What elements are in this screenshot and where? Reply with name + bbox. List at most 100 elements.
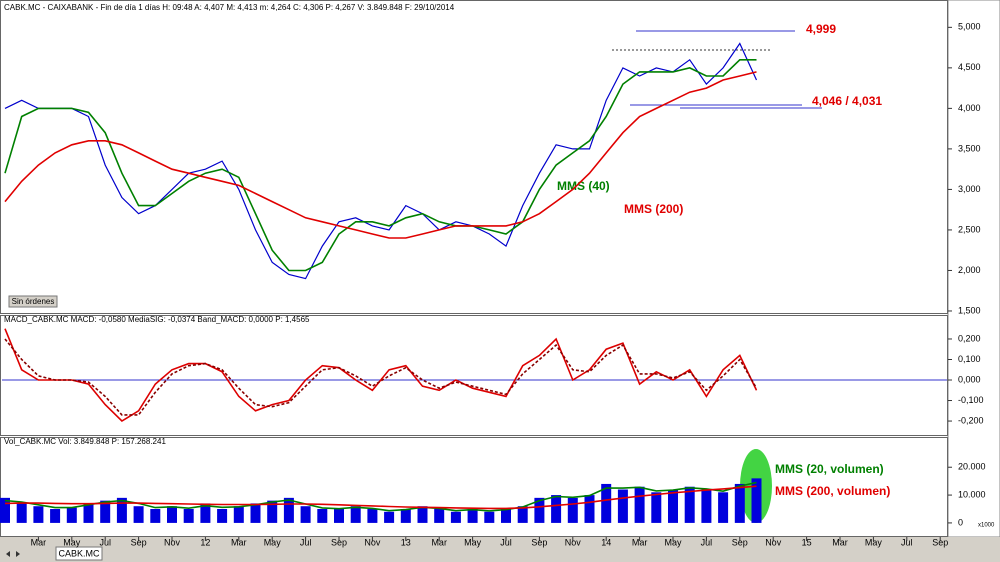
y-tick-label: 3,500 [958, 143, 981, 153]
x-tick-label: Sep [732, 537, 748, 547]
right-axis-strip [947, 0, 1000, 538]
volume-bar [617, 489, 628, 523]
volume-bar [116, 497, 127, 523]
series-label: MMS (200) [624, 202, 683, 216]
volume-bar [16, 503, 27, 523]
x-tick-label: May [865, 537, 883, 547]
volume-bar [634, 486, 645, 523]
volume-bar [668, 489, 678, 523]
series-label: MMS (40) [557, 179, 610, 193]
x-tick-label: Sep [531, 537, 547, 547]
volume-bar [601, 483, 612, 523]
x-tick-label: May [464, 537, 482, 547]
x-tick-label: May [264, 537, 282, 547]
x-tick-label: Nov [765, 537, 782, 547]
x-tick-label: Mar [31, 537, 47, 547]
volume-bar [684, 486, 695, 523]
volume-bar [317, 508, 328, 523]
x-tick-label: Jul [99, 537, 111, 547]
volume-bar [334, 508, 344, 523]
x-tick-label: Mar [231, 537, 247, 547]
x-tick-label: Jul [500, 537, 512, 547]
volume-bar [400, 508, 411, 523]
price-header: CABK.MC - CAIXABANK - Fin de día 1 días … [4, 3, 455, 12]
series-line [4, 42, 758, 280]
y-tick-label: 1,500 [958, 305, 981, 315]
volume-bar [384, 511, 395, 523]
x-tick-label: 15 [802, 537, 812, 547]
annotation: 4,046 / 4,031 [812, 94, 882, 108]
y-tick-label: 0,100 [958, 354, 981, 364]
volume-bar [283, 497, 294, 523]
volume-bar [584, 495, 595, 523]
series-line [4, 338, 758, 416]
y-tick-label: 10.000 [958, 489, 986, 499]
y-tick-label: 0,000 [958, 374, 981, 384]
volume-bar [718, 492, 729, 523]
x-tick-label: Sep [331, 537, 347, 547]
volume-bar [183, 508, 194, 523]
x-tick-label: Mar [632, 537, 648, 547]
volume-bar [551, 495, 562, 523]
y-tick-label: -0,100 [958, 395, 984, 405]
series-label: MMS (200, volumen) [775, 484, 890, 498]
price-panel-frame [0, 0, 948, 314]
y-tick-label: 2,500 [958, 224, 981, 234]
series-label: MMS (20, volumen) [775, 462, 884, 476]
x-tick-label: Nov [565, 537, 582, 547]
series-line [4, 328, 758, 423]
series-line [4, 71, 757, 239]
volume-bar [267, 500, 278, 523]
x-tick-label: May [664, 537, 682, 547]
volume-bar [567, 497, 578, 523]
y-tick-label: -0,200 [958, 415, 984, 425]
volume-bar [33, 506, 44, 523]
volume-bar [217, 508, 228, 523]
x-tick-label: May [63, 537, 81, 547]
y-tick-label: 0,200 [958, 333, 981, 343]
x-tick-label: Nov [364, 537, 381, 547]
volume-bar [133, 506, 144, 523]
x-tick-label: 13 [401, 537, 411, 547]
volume-bar [100, 500, 111, 523]
y-tick-label: 5,000 [958, 22, 981, 32]
symbol-tab[interactable] [55, 546, 103, 561]
volume-bar [484, 511, 495, 523]
volume-bar [66, 507, 77, 523]
volume-bar [50, 508, 61, 523]
y-tick-label: 4,000 [958, 103, 981, 113]
volume-bar [651, 492, 662, 523]
y-tick-label: 3,000 [958, 184, 981, 194]
volume-bar [350, 506, 361, 523]
unit-label: x1000 [978, 523, 995, 529]
x-tick-label: Mar [832, 537, 848, 547]
symbol-tab-label[interactable]: CABK.MC [58, 548, 100, 558]
x-tick-label: 12 [200, 537, 210, 547]
volume-bar [501, 508, 511, 523]
macd-header: MACD_CABK.MC MACD: -0,0580 MediaSIG: -0,… [4, 315, 310, 324]
volume-bar [200, 503, 211, 523]
x-tick-label: 14 [601, 537, 611, 547]
volume-bar [150, 508, 161, 523]
volume-bar [0, 497, 10, 523]
volume-bar [367, 508, 378, 523]
bottom-bar [0, 537, 1000, 562]
x-tick-label: Jul [901, 537, 913, 547]
y-tick-label: 0 [958, 517, 963, 527]
nav-arrow[interactable] [16, 551, 20, 557]
nav-arrow[interactable] [6, 551, 10, 557]
orders-button-label[interactable]: Sin órdenes [12, 297, 55, 306]
x-tick-label: Sep [932, 537, 948, 547]
series-line [4, 481, 757, 512]
series-line [4, 59, 757, 272]
y-tick-label: 2,000 [958, 265, 981, 275]
volume-header: Vol_CABK.MC Vol: 3.849.848 P: 157.268.24… [4, 437, 166, 446]
volume-bar [83, 503, 94, 523]
orders-button[interactable] [8, 295, 58, 308]
volume-bar [233, 506, 244, 523]
volume-bar [467, 508, 478, 523]
volume-bar [417, 506, 428, 523]
volume-bar [450, 511, 461, 523]
